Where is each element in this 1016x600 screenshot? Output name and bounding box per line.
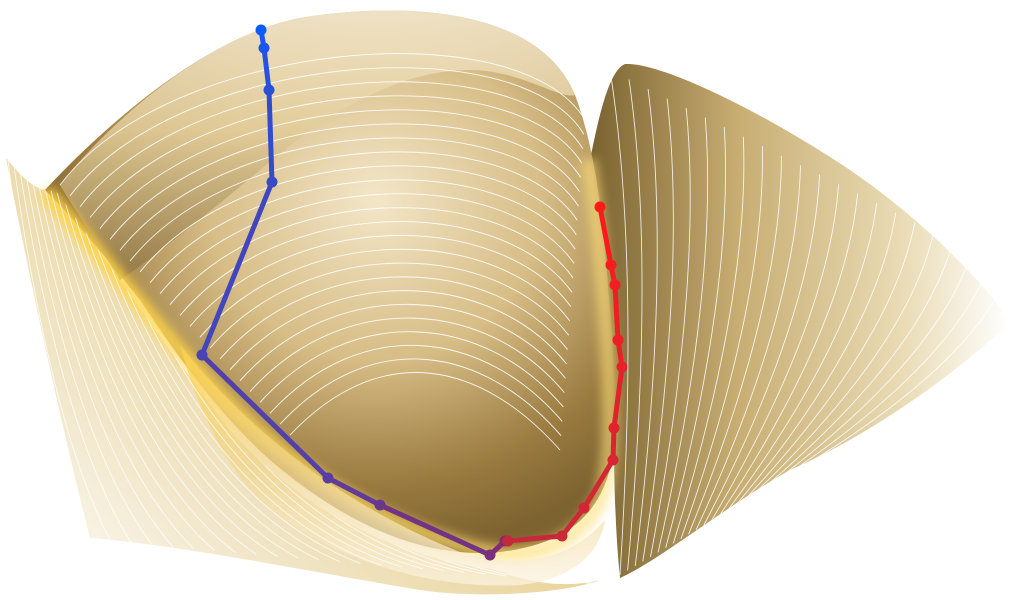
contour-line <box>119 137 579 251</box>
contour-line <box>634 88 658 567</box>
path-step-marker <box>578 502 590 514</box>
contour-line <box>627 79 643 571</box>
contour-line <box>749 231 935 499</box>
path-segment <box>612 282 621 343</box>
contour-line <box>695 165 801 530</box>
back-fold-surface <box>60 10 575 280</box>
left-wing-surface <box>6 158 600 595</box>
contour-line <box>64 164 319 561</box>
gradient-descent-path <box>196 24 511 561</box>
contour-line <box>129 151 578 262</box>
contour-line <box>733 212 897 508</box>
bowl-contour-lines <box>59 53 586 451</box>
right-contour-lines <box>609 69 1010 576</box>
contour-line <box>219 276 568 360</box>
contour-line <box>109 123 580 240</box>
path-segment <box>377 502 493 558</box>
path-segment <box>199 352 331 481</box>
contour-line <box>609 69 629 576</box>
contour-line <box>89 95 583 218</box>
contour-line <box>711 184 840 521</box>
contour-line <box>79 81 584 208</box>
contour-line <box>665 127 726 548</box>
contour-line <box>17 160 132 544</box>
path-step-marker <box>263 84 275 96</box>
path-step-marker <box>612 334 624 346</box>
path-segment <box>581 457 616 511</box>
contour-line <box>741 222 916 503</box>
path-segment <box>266 87 275 185</box>
contour-line <box>726 203 878 512</box>
contour-line <box>49 163 257 555</box>
path-step-marker <box>616 361 628 373</box>
right-wing-surface <box>590 63 1010 578</box>
path-segment <box>199 179 275 358</box>
path-step-marker <box>322 472 334 484</box>
contour-line <box>209 262 570 349</box>
contour-line <box>69 67 585 197</box>
contour-line <box>179 221 573 316</box>
contour-line <box>269 345 563 422</box>
path-step-marker <box>608 422 620 434</box>
contour-line <box>43 162 236 553</box>
path-step-marker <box>609 279 621 291</box>
path-step-marker <box>607 454 619 466</box>
contour-line <box>149 179 576 284</box>
contour-line <box>159 193 575 294</box>
path-step-marker <box>374 499 386 511</box>
path-step-marker <box>605 259 617 271</box>
contour-line <box>657 117 709 553</box>
contour-line <box>33 161 195 550</box>
path-step-marker <box>196 349 208 361</box>
contour-line <box>672 136 745 544</box>
contour-line <box>772 260 992 485</box>
contour-line <box>38 162 216 552</box>
contour-line <box>680 146 763 539</box>
path-step-marker <box>255 24 267 36</box>
contour-line <box>99 109 582 229</box>
contour-line <box>59 53 586 186</box>
contour-line <box>718 193 859 517</box>
path-segment <box>325 475 383 508</box>
front-lip-surface <box>180 345 605 586</box>
contour-line <box>23 161 153 546</box>
path-segment <box>597 204 614 268</box>
path-step-marker <box>594 201 606 213</box>
valley-glow <box>39 158 619 562</box>
contour-line <box>28 161 174 548</box>
path-step-marker <box>502 535 514 547</box>
contour-line <box>12 160 112 543</box>
contour-line <box>764 250 973 490</box>
contour-line <box>229 290 567 371</box>
contour-line <box>703 174 820 526</box>
contour-line <box>289 372 561 451</box>
path-step-marker <box>484 549 496 561</box>
path-segment <box>611 364 625 431</box>
contour-line <box>199 248 571 338</box>
contour-line <box>139 165 577 273</box>
contour-line <box>169 207 574 305</box>
contour-line <box>59 163 299 559</box>
contour-line <box>756 241 954 494</box>
second-path <box>502 201 628 547</box>
path-step-marker <box>266 176 278 188</box>
contour-line <box>239 303 566 381</box>
path-step-marker <box>556 530 568 542</box>
path-segment <box>505 533 565 544</box>
contour-line <box>279 358 562 436</box>
contour-line <box>189 234 572 327</box>
contour-line <box>650 108 691 557</box>
contour-line <box>249 317 565 393</box>
path-segment <box>559 505 587 539</box>
contour-line <box>642 98 674 562</box>
contour-line <box>259 331 564 408</box>
contour-line <box>688 155 782 535</box>
path-step-marker <box>258 42 270 54</box>
path-segment <box>261 45 272 93</box>
contour-line <box>54 163 278 557</box>
